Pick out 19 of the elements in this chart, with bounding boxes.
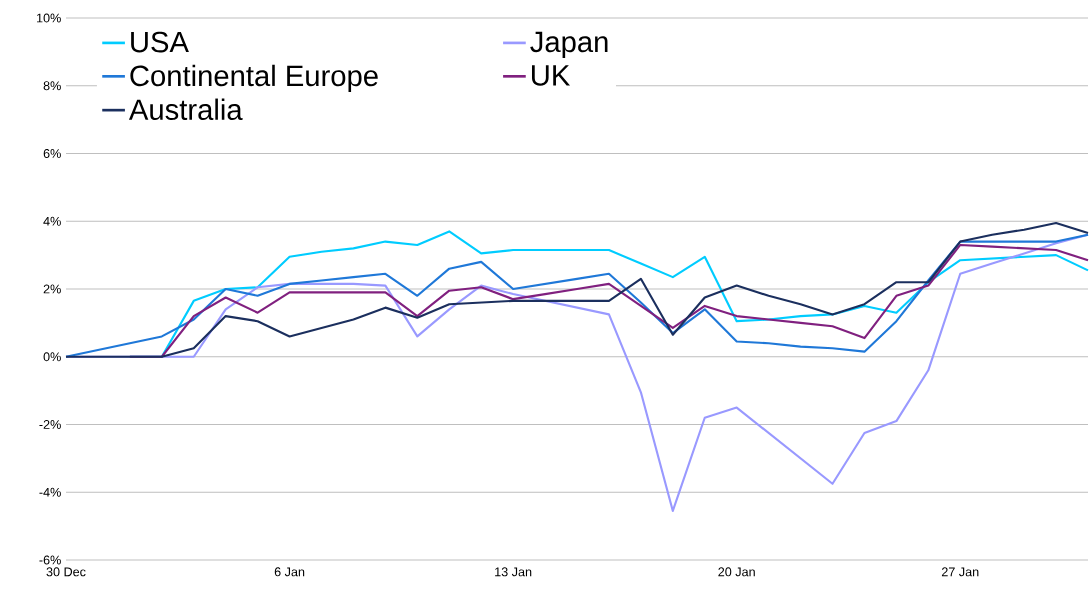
legend-label: USA (131, 31, 189, 53)
y-tick-label: -6% (39, 555, 61, 565)
x-tick-label: 20 Jan (718, 567, 755, 577)
y-tick-label: 10% (37, 13, 61, 23)
legend-label: Japan (530, 31, 608, 59)
legend-label: Continental Europe (130, 64, 378, 92)
y-tick-label: 4% (43, 216, 61, 226)
y-tick-label: 8% (43, 81, 61, 91)
legend-label: UK (532, 65, 571, 86)
x-tick-label: 30 Dec (46, 567, 86, 577)
y-tick-label: 2% (43, 284, 61, 294)
y-tick-label: 0% (43, 352, 61, 362)
y-tick-label: -2% (39, 420, 61, 429)
x-tick-label: 6 Jan (274, 567, 305, 577)
y-tick-label: -4% (39, 487, 61, 497)
x-tick-label: 13 Jan (495, 567, 532, 577)
x-tick-label: 27 Jan (941, 567, 979, 577)
y-tick-label: 6% (43, 149, 61, 158)
legend-label: Australia (128, 98, 243, 121)
